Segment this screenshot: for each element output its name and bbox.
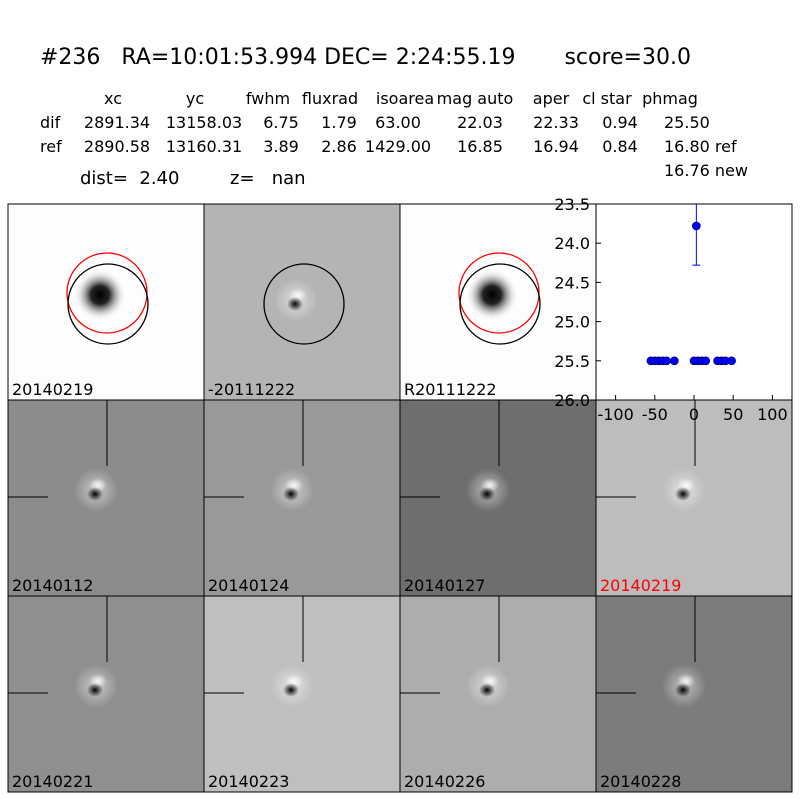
source [466, 269, 518, 321]
image-panel: 20140223 [203, 595, 401, 793]
lightcurve: 23.5 24.0 24.5 25.0 25.5 26.0 -100 -50 0 50 100 [554, 195, 793, 424]
aperture [459, 263, 541, 345]
y-tick-label: 26.0 [554, 391, 590, 410]
note: 16.76 new [664, 161, 748, 180]
panel-label: R20111222 [404, 380, 497, 399]
panel-label: 20140127 [404, 576, 485, 595]
point [670, 356, 679, 366]
panel-label: 20140219 [12, 380, 93, 399]
panel-label: 20140219 [600, 576, 681, 595]
cell: 3.89 [263, 137, 299, 156]
cell: 2891.34 [84, 113, 150, 132]
negative [479, 487, 495, 501]
redshift: z= nan [230, 168, 306, 189]
dist: dist= 2.40 [80, 168, 179, 189]
cell: 16.85 [457, 137, 503, 156]
panel-label: 20140223 [208, 772, 289, 791]
x-tick-label: -50 [642, 405, 668, 424]
row-label: dif [40, 113, 61, 132]
y-tick-label: 25.5 [554, 352, 590, 371]
panel-label: 20140112 [12, 576, 93, 595]
y-tick-label: 25.0 [554, 313, 590, 332]
cell: 1.79 [321, 113, 357, 132]
panel-label: 20140228 [600, 772, 681, 791]
cell: 13158.03 [166, 113, 242, 132]
point [727, 356, 736, 366]
image-panel: 20140228 [595, 595, 793, 793]
aperture [263, 263, 345, 345]
y-tick-label: 24.5 [554, 273, 590, 292]
column-header: aper [533, 89, 570, 108]
x-tick-label: -100 [597, 405, 633, 424]
image-panel: R20111222 [399, 203, 597, 401]
cell: 0.84 [602, 137, 638, 156]
image-panel: 20140127 [399, 399, 597, 597]
column-header: fwhm [246, 89, 290, 108]
column-header: isoarea [376, 89, 434, 108]
y-tick-label: 24.0 [554, 234, 590, 253]
cell: 6.75 [263, 113, 299, 132]
negative [87, 487, 103, 501]
cell: 22.03 [457, 113, 503, 132]
column-header: mag auto [437, 89, 514, 108]
panels: 20140219 -20111222 R20111222 20140112 201401… [7, 203, 793, 793]
negative [283, 683, 299, 697]
image-panel: 20140112 [7, 399, 205, 597]
image-panel: 20140124 [203, 399, 401, 597]
x-tick-label: 0 [689, 405, 699, 424]
point [692, 221, 701, 231]
source [74, 269, 126, 321]
title: #236 RA=10:01:53.994 DEC= 2:24:55.19 sco… [40, 45, 691, 70]
panel-label: -20111222 [208, 380, 295, 399]
negative [479, 683, 495, 697]
negative [87, 683, 103, 697]
column-header: cl star [582, 89, 632, 108]
negative [287, 297, 303, 311]
cell: 0.94 [602, 113, 638, 132]
point [662, 356, 671, 366]
plot-area [595, 203, 793, 401]
image-panel: -20111222 [203, 203, 401, 401]
point [701, 356, 711, 366]
image-panel: 20140221 [7, 595, 205, 793]
column-header: yc [186, 89, 204, 108]
row-label: ref [40, 137, 62, 156]
cell: 16.80 ref [664, 137, 737, 156]
cell: 13160.31 [166, 137, 242, 156]
panel-label: 20140124 [208, 576, 289, 595]
cell: 63.00 [375, 113, 421, 132]
column-header: phmag [642, 89, 698, 108]
x-tick-label: 50 [723, 405, 743, 424]
cell: 1429.00 [365, 137, 431, 156]
negative [283, 487, 299, 501]
cell: 2890.58 [84, 137, 150, 156]
cell: 22.33 [533, 113, 579, 132]
aperture [67, 263, 149, 345]
y-tick-label: 23.5 [554, 195, 590, 214]
negative [675, 487, 691, 501]
panel-label: 20140226 [404, 772, 485, 791]
panel-label: 20140221 [12, 772, 93, 791]
cell: 16.94 [533, 137, 579, 156]
x-tick-label: 100 [757, 405, 788, 424]
negative [675, 683, 691, 697]
image-panel: 20140226 [399, 595, 597, 793]
cell: 2.86 [321, 137, 357, 156]
cell: 25.50 [664, 113, 710, 132]
column-header: fluxrad [302, 89, 358, 108]
column-header: xc [104, 89, 122, 108]
plot-content [646, 204, 736, 366]
image-panel: 20140219 [595, 399, 793, 597]
image-panel: 20140219 [7, 203, 205, 401]
